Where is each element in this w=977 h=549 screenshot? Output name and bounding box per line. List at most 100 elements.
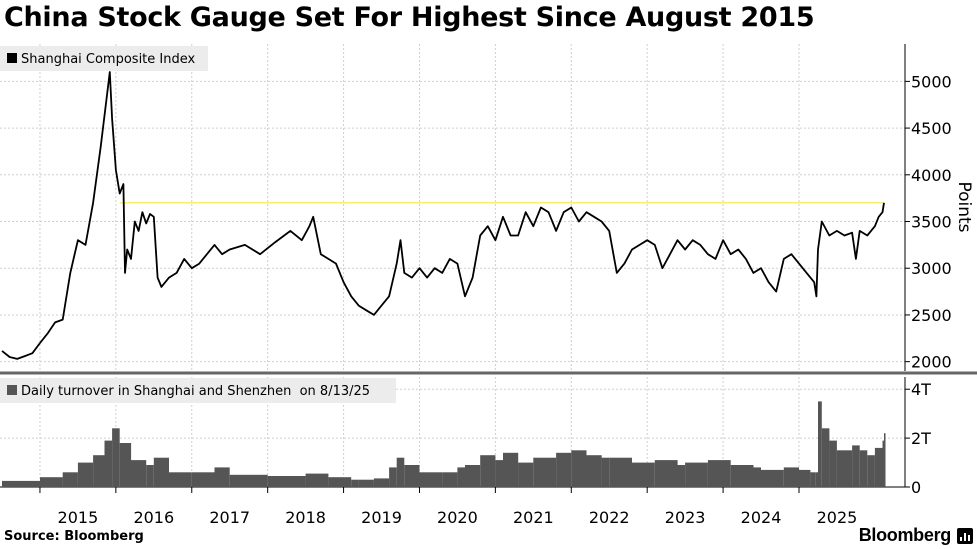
gridlines <box>0 44 905 487</box>
turnover-bar <box>112 428 120 487</box>
turnover-bar <box>104 440 113 487</box>
upper-y-ticks: 2000 2500 3000 3500 4000 4500 5000 <box>905 72 952 372</box>
turnover-bar <box>358 479 374 487</box>
turnover-bar <box>351 479 359 487</box>
turnover-bar <box>556 452 572 487</box>
turnover-bar <box>571 450 587 487</box>
bloomberg-chart-icon <box>957 528 973 544</box>
y-axis-label: Points <box>954 181 974 232</box>
turnover-bar <box>884 433 886 487</box>
turnover-bar <box>654 460 678 487</box>
shanghai-composite-line <box>1 71 885 360</box>
bloomberg-logo: Bloomberg <box>858 525 952 545</box>
x-ticks: 2015 2016 2017 2018 2019 2020 2021 2022 2023 2024… <box>39 487 858 527</box>
turnover-bar <box>328 477 352 487</box>
turnover-bar <box>442 472 458 487</box>
turnover-bar <box>761 469 784 487</box>
turnover-bar <box>480 455 496 487</box>
turnover-bar <box>146 465 154 487</box>
ytick-label-lower: 2T <box>911 429 931 448</box>
turnover-bar <box>404 465 420 487</box>
legend-upper: Shanghai Composite Index <box>0 46 208 71</box>
turnover-bar <box>267 476 306 487</box>
turnover-bar <box>229 474 268 487</box>
xtick-label: 2020 <box>437 508 478 527</box>
turnover-bar <box>677 465 686 487</box>
turnover-bar <box>503 452 519 487</box>
turnover-bar <box>40 477 63 487</box>
xtick-label: 2016 <box>133 508 174 527</box>
turnover-bar <box>836 450 853 487</box>
turnover-bar <box>305 473 329 487</box>
xtick-label: 2015 <box>58 508 99 527</box>
xtick-label: 2017 <box>209 508 250 527</box>
ytick-label-upper: 2500 <box>911 306 952 325</box>
legend-lower: Daily turnover in Shanghai and Shenzhen … <box>0 378 396 403</box>
ytick-label-lower: 0 <box>911 478 921 497</box>
turnover-bar <box>373 478 390 487</box>
ytick-label-upper: 3000 <box>911 259 952 278</box>
xtick-label: 2022 <box>589 508 630 527</box>
turnover-bar <box>533 457 557 487</box>
turnover-bar <box>821 428 830 487</box>
xtick-label: 2023 <box>665 508 706 527</box>
turnover-bar <box>874 447 883 487</box>
turnover-bar <box>810 472 816 487</box>
turnover-bar <box>191 472 215 487</box>
turnover-bar <box>783 467 799 487</box>
turnover-bar <box>753 467 761 487</box>
turnover-bar <box>419 472 443 487</box>
ytick-label-upper: 3500 <box>911 213 952 232</box>
turnover-bar <box>214 467 230 487</box>
lower-y-ticks: 0 2T 4T <box>905 380 931 497</box>
page-title: China Stock Gauge Set For Highest Since … <box>4 2 815 33</box>
turnover-bar <box>389 467 397 487</box>
turnover-bar <box>119 443 132 487</box>
turnover-bar <box>815 472 818 487</box>
turnover-bar <box>859 450 868 487</box>
ytick-label-lower: 4T <box>911 380 931 399</box>
source-note: Source: Bloomberg <box>4 529 144 544</box>
turnover-bar <box>457 467 465 487</box>
turnover-bar <box>62 472 78 487</box>
turnover-bar <box>495 460 503 487</box>
legend-upper-label: Shanghai Composite Index <box>21 52 196 67</box>
ytick-label-upper: 5000 <box>911 72 952 91</box>
turnover-bar <box>730 465 754 487</box>
turnover-bar <box>93 455 105 487</box>
turnover-bar <box>465 465 481 487</box>
turnover-bar <box>169 472 192 487</box>
xtick-label: 2019 <box>361 508 402 527</box>
turnover-bar <box>586 455 602 487</box>
turnover-bar <box>882 440 884 487</box>
turnover-bars <box>2 401 886 487</box>
xtick-label: 2021 <box>513 508 554 527</box>
turnover-bar <box>632 462 655 487</box>
xtick-label: 2018 <box>285 508 326 527</box>
legend-lower-bg <box>0 378 396 403</box>
turnover-bar <box>518 462 534 487</box>
turnover-bar <box>396 457 405 487</box>
turnover-bar <box>829 440 837 487</box>
turnover-bar <box>601 457 610 487</box>
turnover-bar <box>153 457 169 487</box>
turnover-bar <box>852 445 860 487</box>
turnover-bar <box>2 480 40 487</box>
turnover-bar <box>685 462 708 487</box>
turnover-bar <box>867 455 875 487</box>
turnover-bar <box>77 462 94 487</box>
turnover-bar <box>818 401 822 487</box>
legend-lower-label: Daily turnover in Shanghai and Shenzhen … <box>21 384 370 399</box>
legend-upper-swatch <box>7 53 17 63</box>
turnover-bar <box>707 460 731 487</box>
legend-upper-bg <box>0 46 208 71</box>
legend-lower-swatch <box>7 385 17 395</box>
ytick-label-upper: 4500 <box>911 119 952 138</box>
turnover-bar <box>131 460 147 487</box>
ytick-label-upper: 2000 <box>911 353 952 372</box>
ytick-label-upper: 4000 <box>911 166 952 185</box>
xtick-label: 2025 <box>817 508 858 527</box>
xtick-label: 2024 <box>741 508 782 527</box>
turnover-bar <box>799 469 811 487</box>
